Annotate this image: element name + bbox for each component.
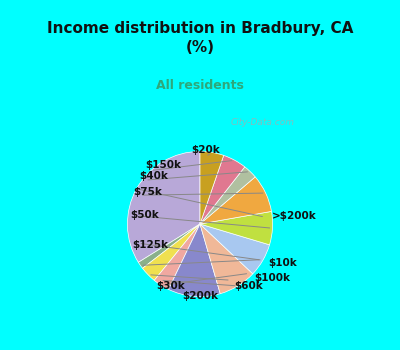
Text: >$200k: >$200k — [272, 211, 316, 222]
Text: $100k: $100k — [254, 273, 290, 284]
Wedge shape — [200, 224, 270, 274]
Wedge shape — [154, 224, 200, 289]
Wedge shape — [200, 167, 255, 224]
Text: All residents: All residents — [156, 79, 244, 92]
Text: Income distribution in Bradbury, CA
(%): Income distribution in Bradbury, CA (%) — [47, 21, 353, 55]
Wedge shape — [200, 224, 253, 294]
Text: $50k: $50k — [130, 210, 159, 220]
Text: City-Data.com: City-Data.com — [230, 118, 294, 127]
Text: $20k: $20k — [192, 145, 220, 155]
Wedge shape — [200, 152, 224, 224]
Wedge shape — [142, 224, 200, 280]
Text: $40k: $40k — [140, 170, 168, 181]
Text: $200k: $200k — [182, 291, 218, 301]
Text: $10k: $10k — [268, 258, 297, 268]
Wedge shape — [168, 224, 220, 296]
Wedge shape — [138, 224, 200, 268]
Text: $60k: $60k — [234, 281, 263, 291]
Text: $150k: $150k — [146, 160, 182, 170]
Wedge shape — [200, 155, 245, 224]
Text: $30k: $30k — [156, 281, 185, 291]
Wedge shape — [200, 211, 272, 245]
Text: $125k: $125k — [132, 240, 168, 250]
Wedge shape — [128, 152, 200, 262]
Text: $75k: $75k — [134, 187, 162, 197]
Wedge shape — [200, 177, 272, 224]
